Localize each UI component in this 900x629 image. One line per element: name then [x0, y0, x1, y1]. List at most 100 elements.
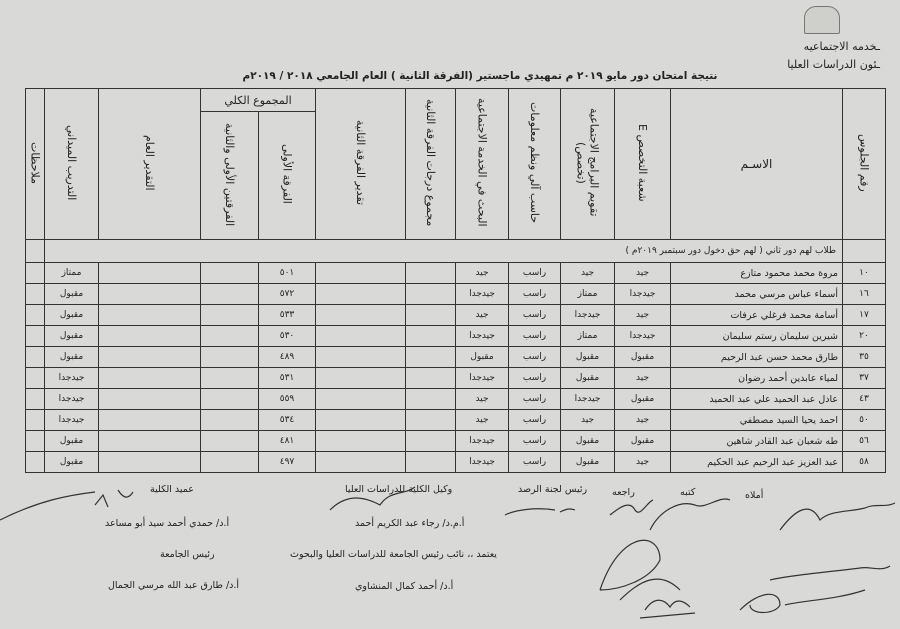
cell-name: أسامة محمد فرغلي عرفات: [670, 304, 844, 326]
cell-second-grade: [315, 325, 407, 347]
cell-computer: راسب: [508, 304, 562, 326]
cell-overall-grade: [98, 367, 201, 389]
table-row: ١٠ مروة محمد محمود متازع جيد جيد راسب جيد ٥٠١ م…: [25, 262, 887, 284]
cell-research: جيد: [455, 388, 510, 410]
cell-field-training: مقبول: [44, 283, 99, 305]
cell-field-training: جيدجدا: [44, 409, 99, 431]
cell-name: عادل عبد الحميد علي عبد الحميد: [670, 388, 844, 410]
cell-second-grade: [315, 409, 407, 431]
cell-overall-grade: [98, 304, 201, 326]
col-field-training: التدريب الميداني: [44, 88, 99, 240]
handwritten-signature-1: [739, 589, 866, 614]
cell-seat: ١٧: [842, 304, 887, 326]
cell-research: جيد: [455, 304, 510, 326]
cell-second-grade: [315, 283, 407, 305]
cell-program-eval: جيدجدا: [560, 388, 616, 410]
col-both-years: الفرقتين الأولى والثانية: [199, 111, 260, 240]
cell-second-total: [405, 346, 457, 368]
cell-notes: [25, 283, 45, 305]
cell-computer: راسب: [508, 325, 562, 347]
table-row: ٤٣ عادل عبد الحميد علي عبد الحميد مقبول جيد…: [25, 388, 887, 410]
cell-field-training: مقبول: [44, 451, 99, 473]
cell-second-total: [405, 283, 457, 305]
sig-committee-head: رئيس لجنة الرصد: [518, 484, 588, 495]
results-table: رقم الجلوس الاسـم شعبة التخصص E تقويم ال…: [25, 87, 887, 473]
sig-dictated: أملاه: [745, 490, 764, 501]
cell-first-year: ٥٣١: [258, 367, 317, 389]
cell-both-years: [199, 388, 260, 410]
sig-president-name: أ.د/ طارق عبد الله مرسي الجمال: [108, 580, 240, 591]
cell-seat: ٣٥: [842, 346, 887, 368]
col-notes: ملاحظات: [25, 88, 45, 240]
cell-seat: ٣٧: [842, 367, 887, 389]
cell-second-total: [405, 388, 457, 410]
cell-second-total: [405, 451, 457, 473]
cell-research: جيدجدا: [455, 367, 510, 389]
cell-notes: [25, 367, 45, 389]
cell-first-year: ٥٣٤: [258, 409, 317, 431]
cell-both-years: [199, 430, 260, 452]
cell-name: أسماء عباس مرسي محمد: [670, 283, 844, 305]
cell-overall-grade: [98, 346, 201, 368]
sig-written: كتبه: [680, 487, 696, 498]
cell-overall-grade: [98, 325, 201, 347]
department-name: ـئون الدراسات العليا: [787, 58, 880, 71]
cell-both-years: [199, 451, 260, 473]
cell-second-total: [405, 262, 457, 284]
cell-first-year: ٥٧٢: [258, 283, 317, 305]
cell-both-years: [199, 283, 260, 305]
cell-seat: ٥٠: [842, 409, 887, 431]
sig-reviewed: راجعه: [612, 487, 635, 498]
cell-second-total: [405, 367, 457, 389]
cell-notes: [25, 409, 45, 431]
col-grand-total: المجموع الكلي: [199, 87, 317, 113]
university-logo: [804, 6, 840, 34]
table-row: ١٦ أسماء عباس مرسي محمد جيدجدا ممتاز راسب جيد…: [25, 283, 887, 305]
cell-name: لمياء عابدين أحمد رضوان: [670, 367, 844, 389]
cell-second-total: [405, 430, 457, 452]
sig-president-title: رئيس الجامعة: [160, 549, 215, 560]
cell-name: مروة محمد محمود متازع: [670, 262, 844, 284]
cell-second-grade: [315, 367, 407, 389]
cell-program-eval: مقبول: [560, 451, 616, 473]
signature-reviewer: [609, 499, 654, 516]
cell-name: شيرين سليمان رستم سليمان: [670, 325, 844, 347]
cell-computer: راسب: [508, 262, 562, 284]
sig-dean-title: عميد الكلية: [150, 484, 194, 495]
cell-division: جيدجدا: [614, 325, 672, 347]
cell-overall-grade: [98, 451, 201, 473]
handwritten-note: [769, 565, 891, 581]
cell-notes: [25, 304, 45, 326]
cell-both-years: [199, 367, 260, 389]
cell-research: جيد: [455, 262, 510, 284]
document-title: نتيجة امتحان دور مايو ٢٠١٩ م تمهيدي ماجس…: [242, 70, 718, 82]
cell-division: جيدجدا: [614, 283, 672, 305]
cell-program-eval: جيد: [560, 409, 616, 431]
table-row: ٥٠ احمد يحيا السيد مصطفي جيد جيد راسب جيد ٥٣٤ ج…: [25, 409, 887, 431]
cell-division: جيد: [614, 367, 672, 389]
col-division: شعبة التخصص E: [614, 88, 672, 240]
cell-first-year: ٥٣٠: [258, 325, 317, 347]
cell-both-years: [199, 304, 260, 326]
cell-computer: راسب: [508, 283, 562, 305]
table-row: ٥٦ طه شعبان عبد القادر شاهين مقبول مقبول راس…: [25, 430, 887, 452]
cell-seat: ١٠: [842, 262, 887, 284]
handwritten-signature-2: [639, 599, 696, 619]
cell-name: عبد العزيز عبد الرحيم عبد الحكيم: [670, 451, 844, 473]
cell-field-training: مقبول: [44, 430, 99, 452]
cell-first-year: ٥٣٣: [258, 304, 317, 326]
cell-notes: [25, 430, 45, 452]
signature-vice-dean: [329, 486, 416, 511]
cell-seat: ٥٨: [842, 451, 887, 473]
cell-division: جيد: [614, 304, 672, 326]
cell-both-years: [199, 409, 260, 431]
cell-division: جيد: [614, 262, 672, 284]
cell-first-year: ٤٨١: [258, 430, 317, 452]
cell-both-years: [199, 262, 260, 284]
cell-division: جيد: [614, 409, 672, 431]
col-seat: رقم الجلوس: [842, 88, 887, 240]
cell-second-total: [405, 325, 457, 347]
cell-program-eval: مقبول: [560, 346, 616, 368]
cell-research: جيدجدا: [455, 325, 510, 347]
cell-seat: ٥٦: [842, 430, 887, 452]
